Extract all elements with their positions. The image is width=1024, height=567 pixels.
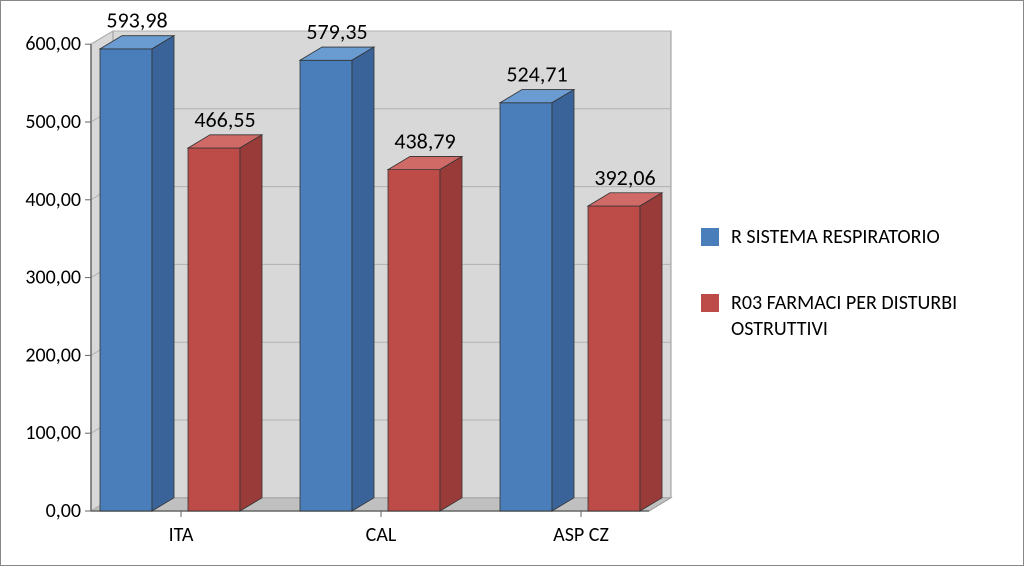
svg-text:300,00: 300,00 [25, 266, 81, 290]
svg-text:593,98: 593,98 [106, 7, 167, 34]
svg-text:524,71: 524,71 [506, 61, 567, 88]
svg-text:ASP CZ: ASP CZ [553, 523, 609, 547]
legend: R SISTEMA RESPIRATORIO R03 FARMACI PER D… [701, 1, 1023, 565]
svg-text:500,00: 500,00 [25, 110, 81, 134]
svg-text:ITA: ITA [169, 523, 194, 547]
chart-svg: 0,00 100,00 200,00 300,00 400,00 500,00 600,00… [1, 1, 701, 567]
svg-text:438,79: 438,79 [394, 127, 455, 154]
svg-text:200,00: 200,00 [25, 343, 81, 367]
chart-container: 0,00 100,00 200,00 300,00 400,00 500,00 600,00… [0, 0, 1024, 566]
plot-area: 0,00 100,00 200,00 300,00 400,00 500,00 600,00… [1, 1, 701, 565]
svg-text:CAL: CAL [366, 523, 397, 547]
legend-swatch-1 [701, 294, 719, 312]
svg-text:0,00: 0,00 [46, 499, 81, 523]
svg-text:392,06: 392,06 [594, 164, 655, 191]
legend-item-1: R03 FARMACI PER DISTURBI OSTRUTTIVI [701, 290, 1003, 342]
legend-swatch-0 [701, 228, 719, 246]
legend-item-0: R SISTEMA RESPIRATORIO [701, 224, 1003, 250]
svg-text:466,55: 466,55 [194, 106, 255, 133]
svg-text:100,00: 100,00 [25, 421, 81, 445]
legend-label-0: R SISTEMA RESPIRATORIO [731, 224, 940, 250]
svg-text:400,00: 400,00 [25, 188, 81, 212]
legend-label-1: R03 FARMACI PER DISTURBI OSTRUTTIVI [731, 290, 1003, 342]
svg-text:579,35: 579,35 [306, 18, 367, 45]
svg-text:600,00: 600,00 [25, 32, 81, 56]
